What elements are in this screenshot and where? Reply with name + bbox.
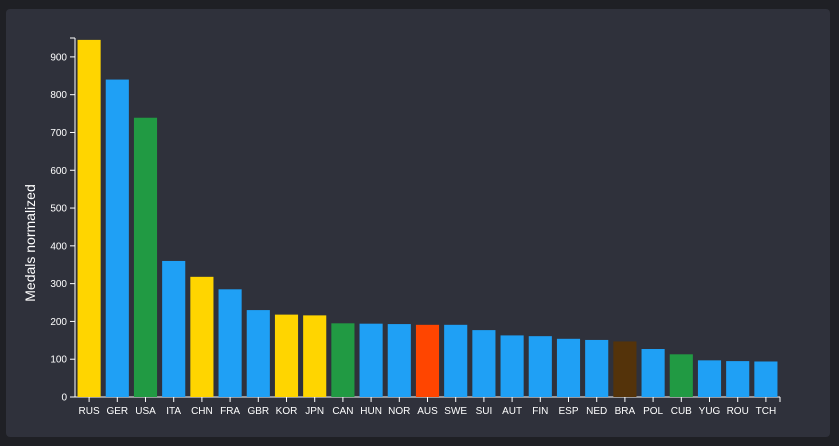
bar-fra[interactable] bbox=[218, 289, 242, 397]
x-tick-label: KOR bbox=[276, 406, 298, 417]
bar-usa[interactable] bbox=[133, 117, 158, 398]
x-tick-label: FIN bbox=[532, 406, 548, 417]
bar-ita[interactable] bbox=[162, 260, 186, 397]
x-tick-label: SUI bbox=[476, 406, 493, 417]
bar-gbr[interactable] bbox=[246, 310, 270, 397]
x-tick-label: FRA bbox=[220, 406, 240, 417]
x-tick-label: JPN bbox=[305, 406, 324, 417]
bar-hun[interactable] bbox=[359, 323, 383, 397]
x-tick-label: TCH bbox=[756, 406, 777, 417]
bar-bra[interactable] bbox=[613, 341, 637, 397]
bar-sui[interactable] bbox=[472, 330, 496, 397]
bar-can[interactable] bbox=[331, 323, 355, 397]
x-tick-label: GER bbox=[106, 406, 128, 417]
x-tick-label: CHN bbox=[191, 406, 213, 417]
x-tick-label: RUS bbox=[79, 406, 100, 417]
x-tick-label: CUB bbox=[671, 406, 692, 417]
y-tick-label: 100 bbox=[50, 355, 67, 366]
x-tick-label: YUG bbox=[699, 406, 721, 417]
x-tick-label: ROU bbox=[727, 406, 749, 417]
x-tick-label: SWE bbox=[444, 406, 467, 417]
bar-swe[interactable] bbox=[444, 324, 468, 397]
x-tick-label: NED bbox=[586, 406, 607, 417]
x-tick-label: NOR bbox=[388, 406, 410, 417]
bar-rus[interactable] bbox=[77, 39, 101, 398]
x-tick-label: AUT bbox=[502, 406, 522, 417]
y-tick-label: 300 bbox=[50, 279, 67, 290]
x-tick-label: CAN bbox=[332, 406, 353, 417]
bar-tch[interactable] bbox=[754, 361, 778, 397]
x-tick-label: ESP bbox=[558, 406, 578, 417]
y-tick-label: 200 bbox=[50, 317, 67, 328]
y-tick-label: 400 bbox=[50, 241, 67, 252]
bar-jpn[interactable] bbox=[303, 315, 327, 397]
y-axis-label: Medals normalized bbox=[22, 184, 38, 302]
y-tick-label: 700 bbox=[50, 128, 67, 139]
y-tick-label: 500 bbox=[50, 204, 67, 215]
y-tick-label: 900 bbox=[50, 52, 67, 63]
y-tick-label: 0 bbox=[61, 393, 67, 404]
x-tick-label: HUN bbox=[360, 406, 382, 417]
bar-yug[interactable] bbox=[697, 360, 722, 397]
bar-ned[interactable] bbox=[585, 339, 609, 397]
x-tick-label: POL bbox=[643, 406, 663, 417]
y-axis: 0 100 200 300 400 500 600 700 800 900 bbox=[50, 37, 76, 404]
x-axis: RUS GER USA ITA CHN FRA GBR KOR JPN CAN HUN NOR AUS S… bbox=[75, 396, 781, 417]
y-tick-label: 800 bbox=[50, 90, 67, 101]
y-tick-label: 600 bbox=[50, 166, 67, 177]
bar-aus[interactable] bbox=[415, 324, 440, 397]
x-tick-label: GBR bbox=[247, 406, 269, 417]
bar-nor[interactable] bbox=[387, 324, 411, 397]
x-tick-label: USA bbox=[135, 406, 156, 417]
bar-chn[interactable] bbox=[190, 276, 214, 397]
bar-ger[interactable] bbox=[105, 79, 129, 397]
bar-rou[interactable] bbox=[726, 361, 750, 397]
bar-aut[interactable] bbox=[500, 335, 524, 397]
x-tick-label: BRA bbox=[615, 406, 636, 417]
bar-kor[interactable] bbox=[274, 314, 299, 397]
x-tick-label: AUS bbox=[417, 406, 438, 417]
bars bbox=[77, 39, 778, 398]
bar-esp[interactable] bbox=[556, 338, 581, 397]
bar-pol[interactable] bbox=[641, 349, 665, 397]
x-tick-label: ITA bbox=[166, 406, 181, 417]
bar-cub[interactable] bbox=[669, 354, 693, 397]
bar-fin[interactable] bbox=[528, 336, 552, 397]
